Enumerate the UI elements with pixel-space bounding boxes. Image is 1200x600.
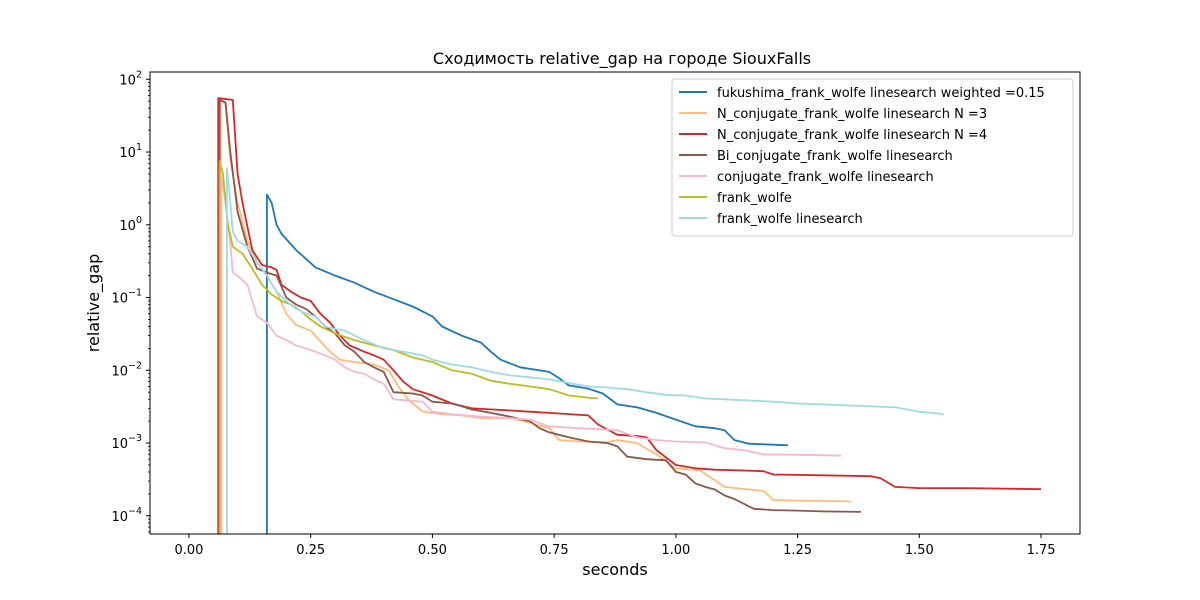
x-tick-label: 0.25: [296, 543, 325, 558]
x-tick-label: 0.00: [174, 543, 203, 558]
y-tick-label: 10−4: [111, 506, 142, 525]
legend-label-1: fukushima_frank_wolfe linesearch weighte…: [717, 86, 1045, 101]
x-tick-label: 1.75: [1027, 543, 1056, 558]
legend-label-2: N_conjugate_frank_wolfe linesearch N =3: [717, 107, 987, 122]
x-tick-label: 1.50: [905, 543, 934, 558]
y-axis-label: relative_gap: [84, 254, 104, 352]
x-axis-ticks: 0.00 0.25 0.50 0.75 1.00 1.25 1.50 1.75: [174, 534, 1056, 558]
x-tick-label: 0.50: [418, 543, 447, 558]
legend-label-5: conjugate_frank_wolfe linesearch: [717, 170, 934, 185]
legend-label-4: Bi_conjugate_frank_wolfe linesearch: [717, 149, 953, 164]
legend-box: [671, 78, 1074, 237]
x-tick-label: 1.25: [783, 543, 812, 558]
series-line-6: [218, 160, 599, 534]
axes-frame: [149, 71, 1081, 535]
y-tick-label: 100: [119, 215, 142, 234]
legend-label-6: frank_wolfe: [717, 191, 792, 206]
y-tick-label: 101: [119, 142, 142, 161]
chart-title: Сходимость relative_gap на городе SiouxF…: [433, 49, 811, 69]
y-tick-label: 10−3: [111, 433, 142, 452]
series-line-7: [226, 167, 944, 534]
y-tick-label: 10−1: [111, 288, 142, 307]
y-axis-ticks: 10−4 10−3 10−2 10−1 100 101 102: [111, 69, 150, 533]
x-tick-label: 1.00: [661, 543, 690, 558]
x-axis-label: seconds: [582, 560, 647, 579]
series-line-5: [220, 176, 842, 534]
series-layer: [217, 97, 1042, 534]
legend-label-7: frank_wolfe linesearch: [717, 212, 863, 227]
y-tick-label: 102: [119, 69, 142, 88]
x-tick-label: 0.75: [540, 543, 569, 558]
legend: fukushima_frank_wolfe linesearch weighte…: [671, 78, 1074, 237]
series-line-1: [266, 193, 788, 534]
y-tick-label: 10−2: [111, 360, 142, 379]
legend-label-3: N_conjugate_frank_wolfe linesearch N =4: [717, 128, 987, 143]
series-line-4: [218, 99, 861, 534]
